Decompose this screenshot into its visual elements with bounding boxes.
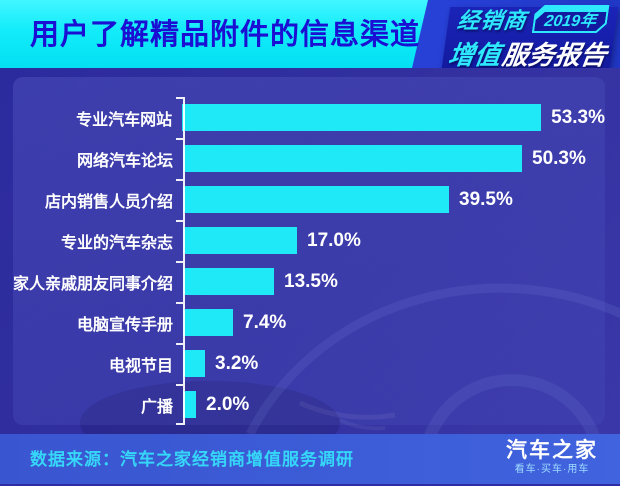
badge-service-report-label: 服务报告	[500, 40, 609, 70]
bar-track: 7.4%	[183, 302, 605, 343]
bar-row: 电脑宣传手册 7.4%	[13, 302, 605, 343]
axis-tick	[176, 97, 183, 99]
bar	[183, 350, 205, 377]
category-label: 专业汽车网站	[76, 111, 173, 129]
axis-tick	[176, 384, 183, 386]
badge-year-label: 2019年	[534, 12, 606, 31]
category-label: 电视节目	[108, 357, 173, 375]
bar	[183, 268, 274, 295]
bar	[182, 104, 542, 131]
axis-tick	[176, 423, 183, 425]
chart-section: 专业汽车网站 53.3% 网络汽车论坛 50.3% 店内销售人员介绍 39.5% 专业的汽车…	[0, 68, 620, 434]
bar-track: 39.5%	[183, 179, 605, 220]
category-label: 店内销售人员介绍	[44, 193, 173, 211]
header-banner: 用户了解精品附件的信息渠道 经销商 2019年 增值 服务报告	[0, 0, 620, 70]
category-label: 网络汽车论坛	[76, 152, 173, 170]
bar-row: 专业汽车网站 53.3%	[13, 97, 605, 138]
badge-dealer-label: 经销商	[455, 8, 529, 33]
logo-tagline: 看车·买车·用车	[514, 464, 590, 475]
value-label: 17.0%	[307, 229, 361, 251]
bar-track: 2.0%	[183, 384, 605, 425]
axis-tick	[176, 302, 183, 304]
bar-rows: 专业汽车网站 53.3% 网络汽车论坛 50.3% 店内销售人员介绍 39.5% 专业的汽车…	[13, 97, 605, 425]
bar-row: 专业的汽车杂志 17.0%	[13, 220, 605, 261]
bar-track: 50.3%	[183, 138, 605, 179]
bar	[183, 391, 196, 418]
badge-year-box: 2019年	[532, 5, 610, 33]
bar	[183, 309, 233, 336]
logo-name: 汽车之家	[506, 439, 598, 462]
value-label: 13.5%	[284, 270, 338, 292]
bar-row: 电视节目 3.2%	[13, 343, 605, 384]
page-title: 用户了解精品附件的信息渠道	[30, 19, 421, 51]
bar-track: 13.5%	[183, 261, 605, 302]
bar	[183, 227, 297, 254]
footer-bar: 数据来源：汽车之家经销商增值服务调研 汽车之家 看车·买车·用车	[0, 434, 620, 484]
category-label: 专业的汽车杂志	[60, 234, 173, 252]
value-label: 50.3%	[532, 147, 586, 169]
autohome-logo: 汽车之家 看车·买车·用车	[506, 439, 598, 476]
bar	[183, 186, 449, 213]
bar-row: 店内销售人员介绍 39.5%	[13, 179, 605, 220]
value-label: 39.5%	[459, 188, 513, 210]
category-label: 家人亲戚朋友同事介绍	[13, 275, 174, 293]
value-label: 53.3%	[551, 106, 605, 128]
category-label: 广播	[140, 398, 173, 416]
bar-track: 53.3%	[182, 97, 605, 138]
bar-row: 广播 2.0%	[13, 384, 605, 425]
chart-panel: 专业汽车网站 53.3% 网络汽车论坛 50.3% 店内销售人员介绍 39.5% 专业的汽车…	[13, 77, 605, 425]
badge-row-bottom: 增值 服务报告	[446, 35, 609, 72]
axis	[176, 97, 185, 425]
axis-tick	[176, 261, 183, 263]
axis-tick	[176, 220, 183, 222]
bar-track: 17.0%	[183, 220, 605, 261]
axis-tick	[176, 138, 183, 140]
data-source-text: 数据来源：汽车之家经销商增值服务调研	[30, 450, 354, 469]
value-label: 7.4%	[243, 311, 287, 333]
bar-row: 网络汽车论坛 50.3%	[13, 138, 605, 179]
axis-tick	[176, 343, 183, 345]
axis-tick	[176, 179, 183, 181]
value-label: 3.2%	[215, 352, 259, 374]
bar-track: 3.2%	[183, 343, 605, 384]
badge-row-top: 经销商 2019年	[456, 3, 610, 35]
bar	[183, 145, 522, 172]
bar-row: 家人亲戚朋友同事介绍 13.5%	[13, 261, 605, 302]
category-label: 电脑宣传手册	[76, 316, 173, 334]
badge-value-added-label: 增值	[446, 40, 503, 70]
value-label: 2.0%	[206, 393, 250, 415]
report-badge: 经销商 2019年 增值 服务报告	[441, 7, 619, 70]
